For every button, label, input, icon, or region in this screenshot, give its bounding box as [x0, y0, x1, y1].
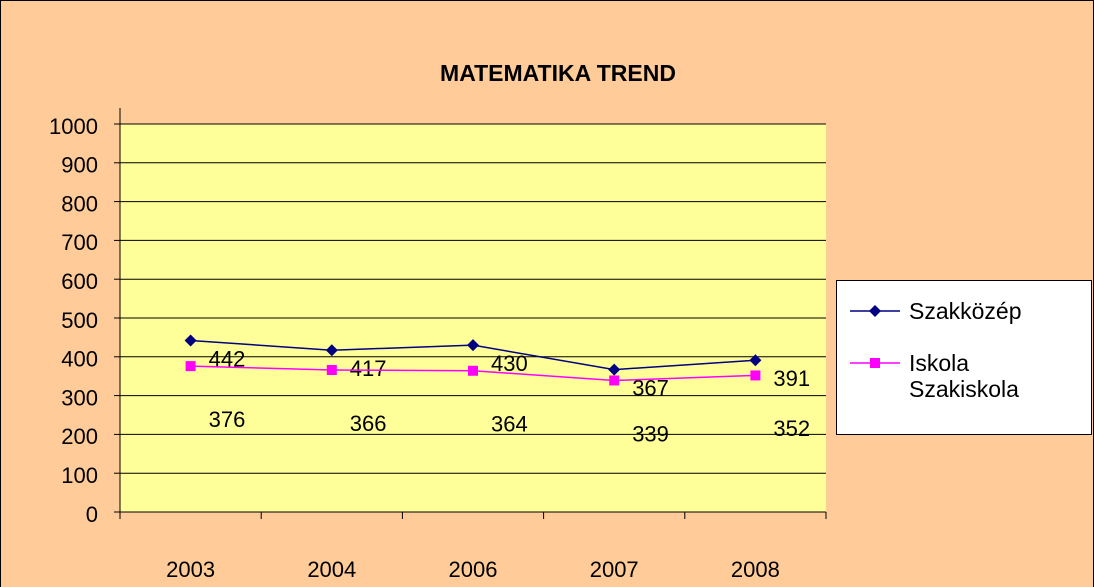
data-label: 376 [209, 407, 246, 432]
data-label: 352 [773, 416, 810, 441]
chart-title: MATEMATIKA TREND [440, 60, 676, 86]
y-tick-label: 800 [61, 191, 98, 216]
legend-marker [870, 358, 880, 368]
marker [608, 363, 621, 376]
marker [609, 375, 620, 386]
x-tick-label: 2006 [449, 557, 498, 582]
data-label: 417 [350, 356, 387, 381]
x-tick-label: 2004 [307, 557, 356, 582]
marker [749, 354, 762, 367]
y-tick-label: 700 [61, 230, 98, 255]
marker [326, 364, 337, 375]
x-tick-label: 2003 [166, 557, 215, 582]
marker [750, 370, 761, 381]
y-tick-label: 500 [61, 308, 98, 333]
data-label: 364 [491, 412, 528, 437]
legend-label: Iskola Szakiskola [909, 350, 1019, 402]
data-label: 339 [632, 421, 669, 446]
y-tick-label: 1000 [49, 114, 98, 139]
legend-symbol [850, 358, 900, 368]
data-label: 391 [773, 366, 810, 391]
y-tick-label: 100 [61, 463, 98, 488]
marker [185, 361, 196, 372]
y-tick-label: 0 [86, 502, 98, 527]
y-tick-label: 400 [61, 347, 98, 372]
y-tick-label: 200 [61, 424, 98, 449]
legend-label: Szakközép [909, 298, 1022, 324]
marker [468, 365, 478, 376]
legend: Szakközép Iskola Szakiskola [836, 280, 1092, 435]
marker [184, 334, 197, 347]
marker [467, 339, 479, 352]
legend-marker [869, 305, 881, 317]
x-tick-label: 2007 [590, 557, 639, 582]
x-tick-label: 2008 [731, 557, 780, 582]
data-label: 366 [350, 411, 387, 436]
y-tick-label: 300 [61, 385, 98, 410]
legend-symbol [850, 305, 900, 317]
marker [325, 344, 338, 357]
y-tick-label: 900 [61, 153, 98, 178]
y-tick-label: 600 [61, 269, 98, 294]
